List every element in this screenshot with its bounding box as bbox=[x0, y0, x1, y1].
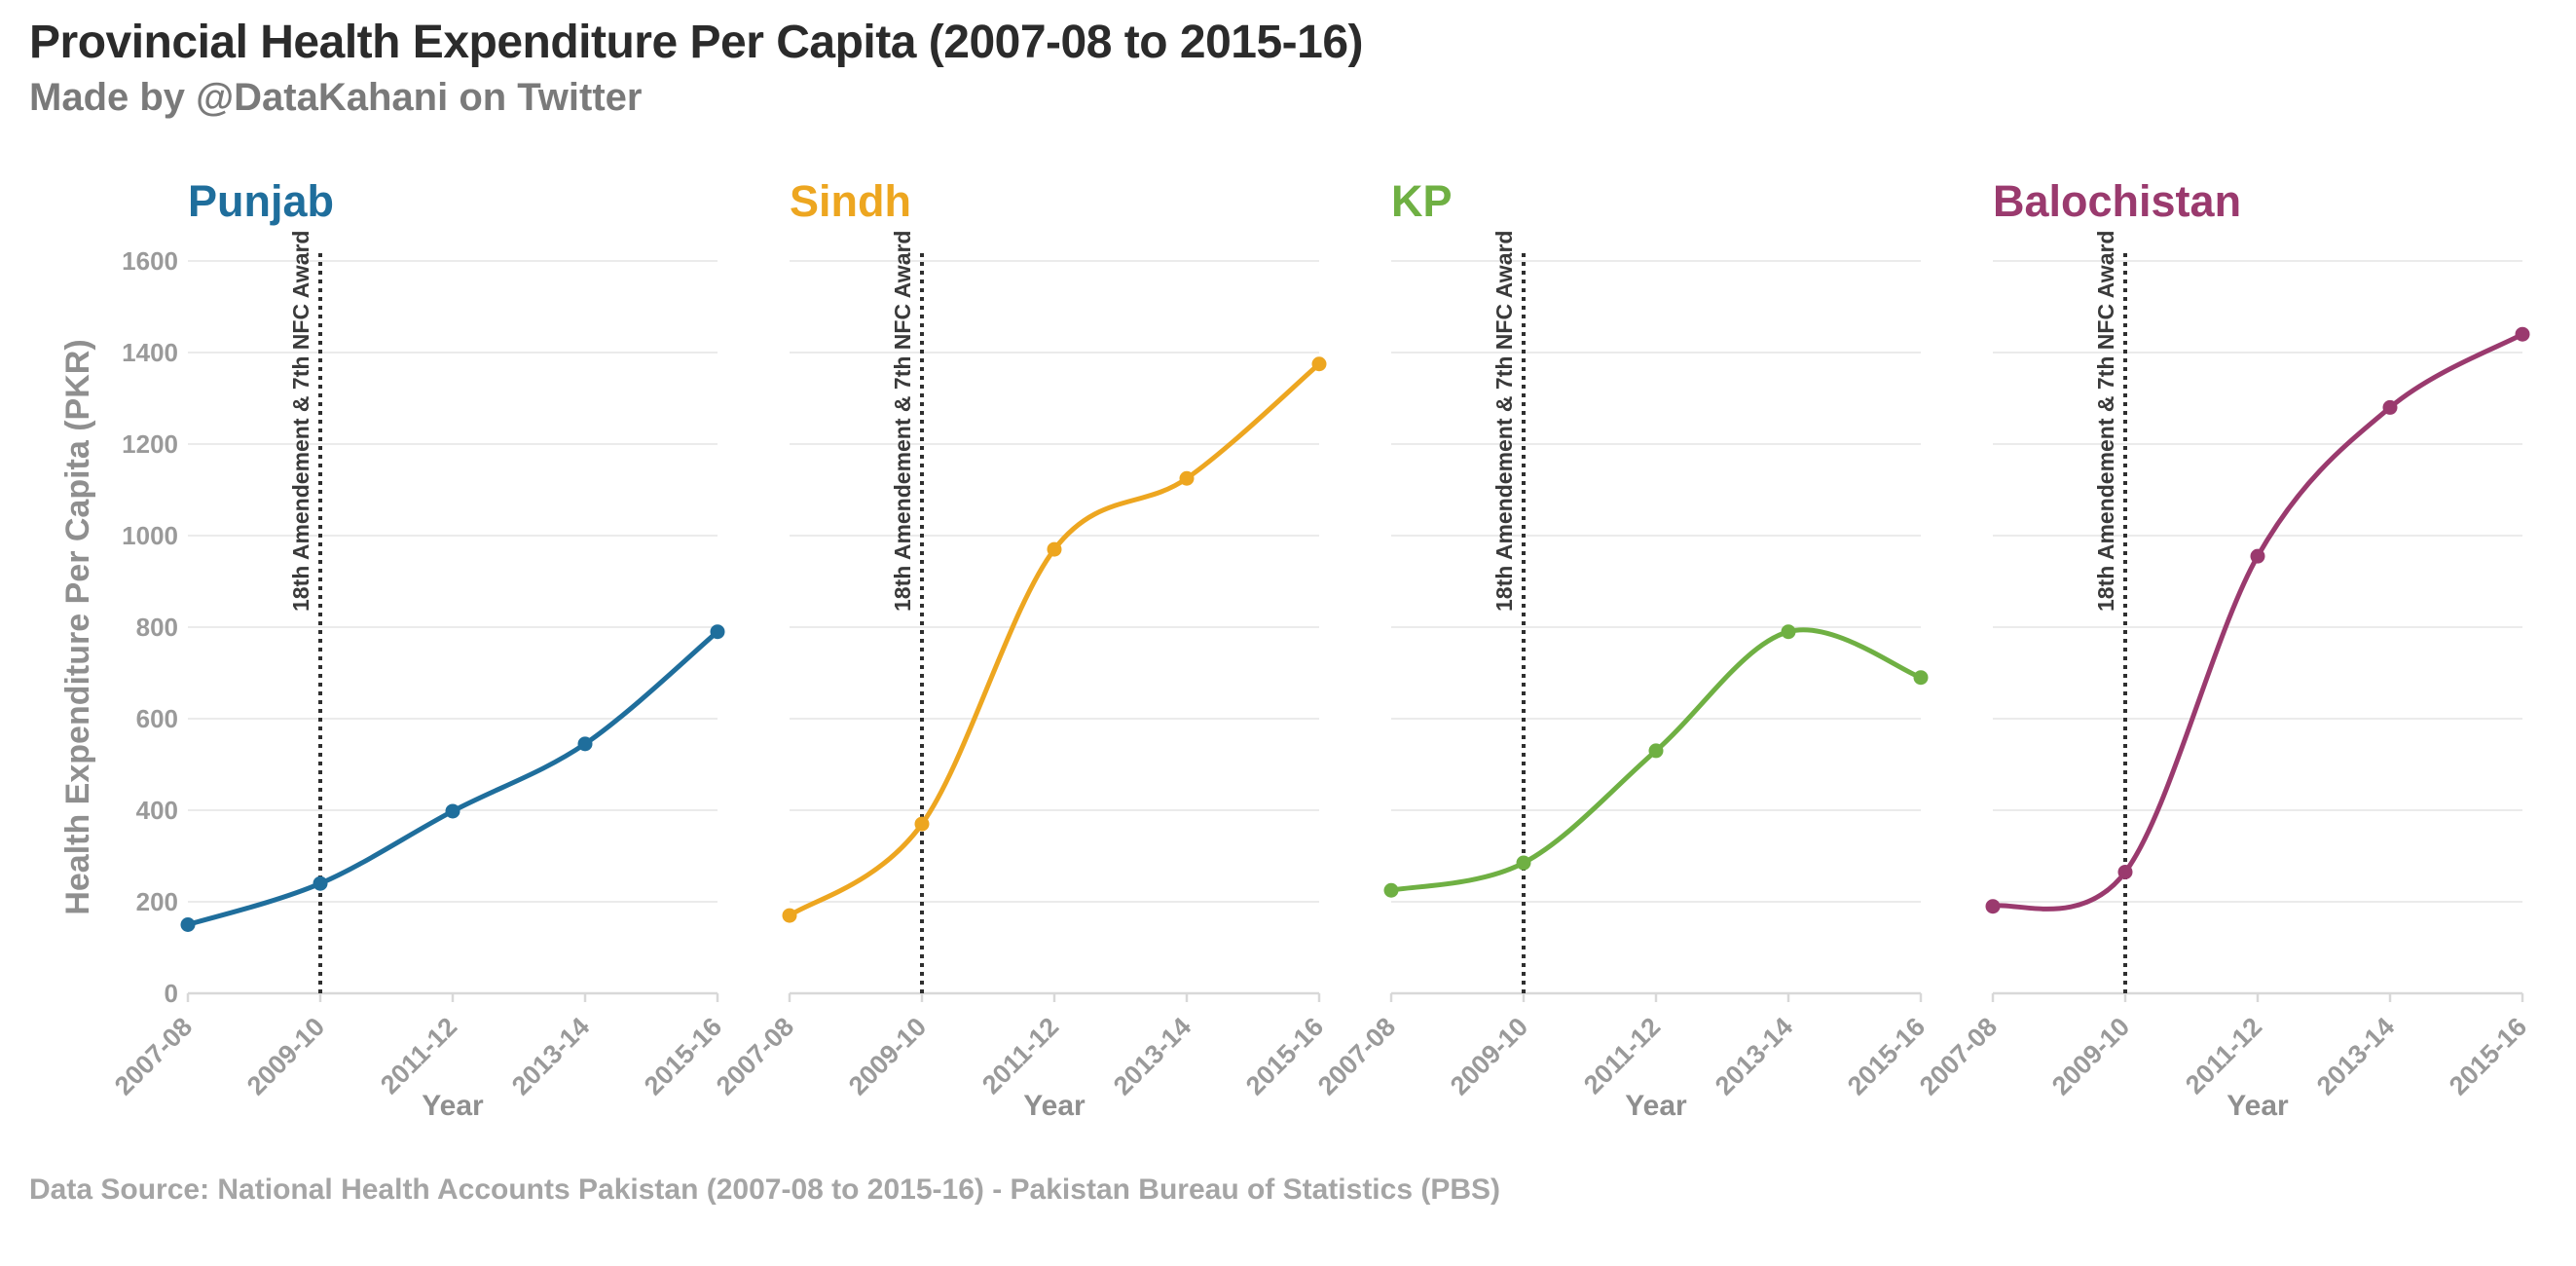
series-line-kp bbox=[1388, 627, 1924, 893]
facet-chart-balochistan: 2007-08 2009-10 2011-12 2013-14 2015-16Year1… bbox=[1914, 231, 2532, 1122]
y-tick-label: 1600 bbox=[122, 246, 178, 276]
x-axis-title: Year bbox=[1023, 1090, 1086, 1122]
data-point-kp-2009-10 bbox=[1516, 855, 1531, 871]
data-point-balochistan-2011-12 bbox=[2250, 548, 2265, 564]
facet-sindh: Sindh 2007-08 2009-10 2011-12 2013-14 2015-1… bbox=[711, 173, 1329, 1130]
data-point-kp-2007-08 bbox=[1383, 882, 1399, 898]
facet-title-punjab: Punjab bbox=[188, 176, 335, 226]
y-tick-label: 400 bbox=[136, 796, 178, 825]
x-tick-label: 2015-16 bbox=[1240, 1012, 1329, 1100]
x-tick-label: 2011-12 bbox=[2180, 1012, 2267, 1099]
x-axis-title: Year bbox=[1625, 1090, 1687, 1122]
series-line-balochistan bbox=[1990, 331, 2525, 912]
data-point-kp-2011-12 bbox=[1648, 743, 1664, 759]
data-point-kp-2015-16 bbox=[1913, 670, 1929, 686]
x-tick-label: 2015-16 bbox=[1842, 1012, 1931, 1100]
page-subtitle: Made by @DataKahani on Twitter bbox=[29, 76, 643, 119]
data-point-punjab-2015-16 bbox=[710, 624, 725, 640]
nfc-award-annotation-label: 18th Amendement & 7th NFC Award bbox=[890, 231, 915, 612]
x-tick-label: 2015-16 bbox=[2444, 1012, 2532, 1100]
data-point-balochistan-2013-14 bbox=[2382, 399, 2398, 415]
y-tick-label: 1400 bbox=[122, 338, 178, 367]
facet-title-kp: KP bbox=[1391, 176, 1453, 226]
data-source: Data Source: National Health Accounts Pa… bbox=[29, 1173, 1501, 1206]
data-point-sindh-2013-14 bbox=[1179, 470, 1195, 486]
x-tick-label: 2011-12 bbox=[1578, 1012, 1666, 1099]
x-tick-label: 2009-10 bbox=[241, 1012, 330, 1100]
x-tick-label: 2009-10 bbox=[2046, 1012, 2135, 1100]
y-tick-label: 1200 bbox=[122, 429, 178, 459]
y-tick-label: 800 bbox=[136, 613, 178, 642]
x-tick-label: 2009-10 bbox=[1445, 1012, 1533, 1100]
data-point-balochistan-2007-08 bbox=[1985, 899, 2001, 914]
x-tick-label: 2015-16 bbox=[639, 1012, 727, 1100]
facet-chart-punjab: 0 200 400 600 800 1000 1200 1400 1600 2007-08 2009… bbox=[109, 231, 727, 1122]
data-point-punjab-2009-10 bbox=[313, 875, 328, 891]
page-title: Provincial Health Expenditure Per Capita… bbox=[29, 17, 1364, 68]
data-point-punjab-2011-12 bbox=[445, 803, 460, 819]
x-tick-label: 2013-14 bbox=[1710, 1012, 1798, 1100]
data-point-sindh-2015-16 bbox=[1311, 356, 1327, 372]
facet-title-sindh: Sindh bbox=[790, 176, 911, 226]
x-tick-label: 2013-14 bbox=[2311, 1012, 2400, 1100]
series-line-punjab bbox=[185, 629, 720, 927]
facet-chart-kp: 2007-08 2009-10 2011-12 2013-14 2015-16Year1… bbox=[1312, 231, 1931, 1122]
x-tick-label: 2007-08 bbox=[109, 1012, 198, 1100]
data-point-sindh-2007-08 bbox=[782, 908, 797, 923]
facet-balochistan: Balochistan 2007-08 2009-10 2011-12 2013-14… bbox=[1914, 173, 2532, 1130]
data-point-punjab-2013-14 bbox=[577, 736, 593, 752]
nfc-award-annotation-label: 18th Amendement & 7th NFC Award bbox=[288, 231, 313, 612]
x-axis-title: Year bbox=[422, 1090, 484, 1122]
facet-punjab: Punjab 0 200 400 600 800 1000 1200 1400 1600 2007… bbox=[109, 173, 727, 1130]
data-point-balochistan-2015-16 bbox=[2515, 326, 2530, 342]
y-tick-label: 200 bbox=[136, 887, 178, 916]
x-tick-label: 2011-12 bbox=[976, 1012, 1064, 1099]
y-tick-label: 0 bbox=[165, 979, 178, 1008]
facet-title-balochistan: Balochistan bbox=[1993, 176, 2242, 226]
y-tick-label: 600 bbox=[136, 704, 178, 733]
nfc-award-annotation-label: 18th Amendement & 7th NFC Award bbox=[1491, 231, 1517, 612]
facet-grid: Punjab 0 200 400 600 800 1000 1200 1400 1600 2007… bbox=[109, 173, 2532, 1130]
report-header: Provincial Health Expenditure Per Capita… bbox=[29, 14, 1364, 123]
data-point-kp-2013-14 bbox=[1781, 624, 1796, 640]
series-line-sindh bbox=[787, 361, 1322, 918]
data-point-sindh-2009-10 bbox=[914, 816, 930, 832]
facet-kp: KP 2007-08 2009-10 2011-12 2013-14 2015-16 Ye… bbox=[1312, 173, 1931, 1130]
data-point-balochistan-2009-10 bbox=[2117, 864, 2133, 879]
facet-chart-sindh: 2007-08 2009-10 2011-12 2013-14 2015-16Year1… bbox=[711, 231, 1329, 1122]
y-tick-label: 1000 bbox=[122, 521, 178, 550]
y-axis-title: Health Expenditure Per Capita (PKR) bbox=[59, 339, 96, 915]
data-point-punjab-2007-08 bbox=[180, 917, 196, 932]
nfc-award-annotation-label: 18th Amendement & 7th NFC Award bbox=[2093, 231, 2118, 612]
x-tick-label: 2009-10 bbox=[843, 1012, 932, 1100]
x-axis-title: Year bbox=[2226, 1090, 2289, 1122]
x-tick-label: 2011-12 bbox=[375, 1012, 462, 1099]
data-point-sindh-2011-12 bbox=[1047, 541, 1062, 557]
x-tick-label: 2013-14 bbox=[506, 1012, 595, 1100]
x-tick-label: 2013-14 bbox=[1108, 1012, 1196, 1100]
